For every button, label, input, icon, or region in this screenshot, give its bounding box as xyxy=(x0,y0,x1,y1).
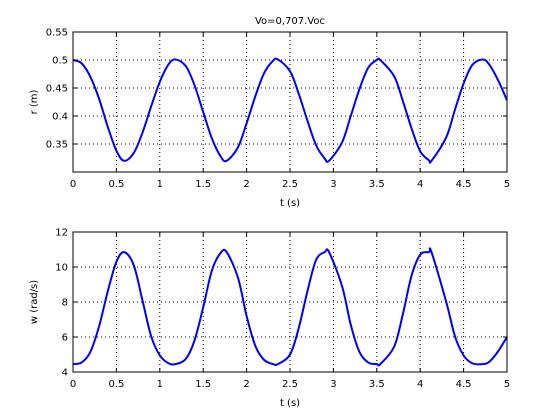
y-tick-label: 6 xyxy=(62,333,68,344)
ticks: 0 0.5 1 1.5 2 2.5 3 3.5 4 4.5 5 0.35 0.4 0.45 0.5 0.55 xyxy=(46,28,510,191)
x-tick-label: 1 xyxy=(157,179,163,190)
x-tick-label: 0.5 xyxy=(108,179,124,190)
y-tick-label: 0.4 xyxy=(52,112,68,123)
x-tick-label: 2.5 xyxy=(282,379,298,390)
x-tick-label: 1 xyxy=(157,379,163,390)
x-tick-label: 1.5 xyxy=(195,179,211,190)
x-tick-label: 4.5 xyxy=(456,179,472,190)
x-tick-label: 0 xyxy=(70,179,76,190)
x-tick-label: 4 xyxy=(417,379,423,390)
plot-w-vs-t: 0 0.5 1 1.5 2 2.5 3 3.5 4 4.5 5 4 6 8 10 12 t (s) w (ra… xyxy=(29,228,510,410)
x-tick-label: 3.5 xyxy=(369,379,385,390)
x-tick-label: 5 xyxy=(504,379,510,390)
x-axis-label: t (s) xyxy=(280,398,300,409)
y-tick-label: 4 xyxy=(62,368,68,379)
y-axis-label: r (m) xyxy=(29,89,40,114)
y-tick-label: 0.35 xyxy=(46,140,68,151)
x-tick-label: 3 xyxy=(330,179,336,190)
x-tick-label: 4.5 xyxy=(456,379,472,390)
x-tick-label: 0 xyxy=(70,379,76,390)
series-line-w xyxy=(72,247,508,367)
chart-title: Vo=0,707.Voc xyxy=(255,16,325,27)
y-tick-label: 0.5 xyxy=(52,56,68,67)
grid xyxy=(73,232,507,372)
x-tick-label: 3.5 xyxy=(369,179,385,190)
series-line-r xyxy=(72,57,508,164)
y-tick-label: 10 xyxy=(55,263,68,274)
x-tick-label: 1.5 xyxy=(195,379,211,390)
x-tick-label: 0.5 xyxy=(108,379,124,390)
plot-r-vs-t: 0 0.5 1 1.5 2 2.5 3 3.5 4 4.5 50.350.40.450.50.55 … xyxy=(29,16,510,209)
x-tick-label: 4 xyxy=(417,179,423,190)
ticks: 0 0.5 1 1.5 2 2.5 3 3.5 4 4.5 5 4 6 8 10 12 xyxy=(55,228,510,391)
y-tick-label: 0.55 xyxy=(46,28,68,39)
y-tick-label: 12 xyxy=(55,228,68,239)
y-axis-label: w (rad/s) xyxy=(29,280,40,324)
x-tick-label: 2 xyxy=(243,379,249,390)
x-tick-label: 2 xyxy=(243,179,249,190)
x-tick-label: 5 xyxy=(504,179,510,190)
y-tick-label: 8 xyxy=(62,298,68,309)
x-tick-label: 2.5 xyxy=(282,179,298,190)
x-tick-label: 3 xyxy=(330,379,336,390)
x-axis-label: t (s) xyxy=(280,198,300,209)
y-tick-label: 0.45 xyxy=(46,84,68,95)
